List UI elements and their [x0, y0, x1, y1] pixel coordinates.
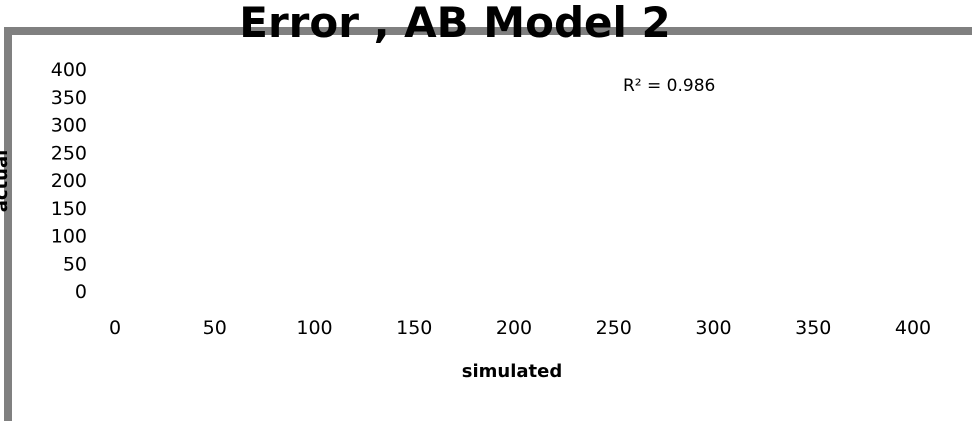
r-squared-annotation: R² = 0.986	[623, 76, 715, 96]
x-tick-label: 100	[296, 317, 332, 339]
x-tick-label: 350	[795, 317, 831, 339]
x-tick-labels: 0 50 100 150 200 250 300 350 400	[109, 317, 931, 339]
y-tick-label: 350	[51, 87, 87, 109]
y-tick-label: 150	[51, 198, 87, 220]
y-axis-title: actual	[0, 150, 12, 213]
y-tick-labels: 0 50 100 150 200 250 300 350 400	[51, 59, 87, 303]
y-tick-label: 200	[51, 170, 87, 192]
x-tick-label: 50	[203, 317, 227, 339]
x-tick-label: 200	[496, 317, 532, 339]
x-tick-label: 0	[109, 317, 121, 339]
x-tick-label: 150	[396, 317, 432, 339]
y-tick-label: 300	[51, 115, 87, 137]
y-tick-label: 50	[63, 253, 87, 275]
y-tick-label: 400	[51, 59, 87, 81]
x-tick-label: 250	[596, 317, 632, 339]
chart-title: Error , AB Model 2	[239, 0, 670, 47]
x-tick-label: 300	[695, 317, 731, 339]
y-tick-label: 0	[75, 281, 87, 303]
x-tick-label: 400	[895, 317, 931, 339]
y-tick-label: 250	[51, 142, 87, 164]
y-tick-label: 100	[51, 226, 87, 248]
x-axis-title: simulated	[462, 361, 562, 382]
